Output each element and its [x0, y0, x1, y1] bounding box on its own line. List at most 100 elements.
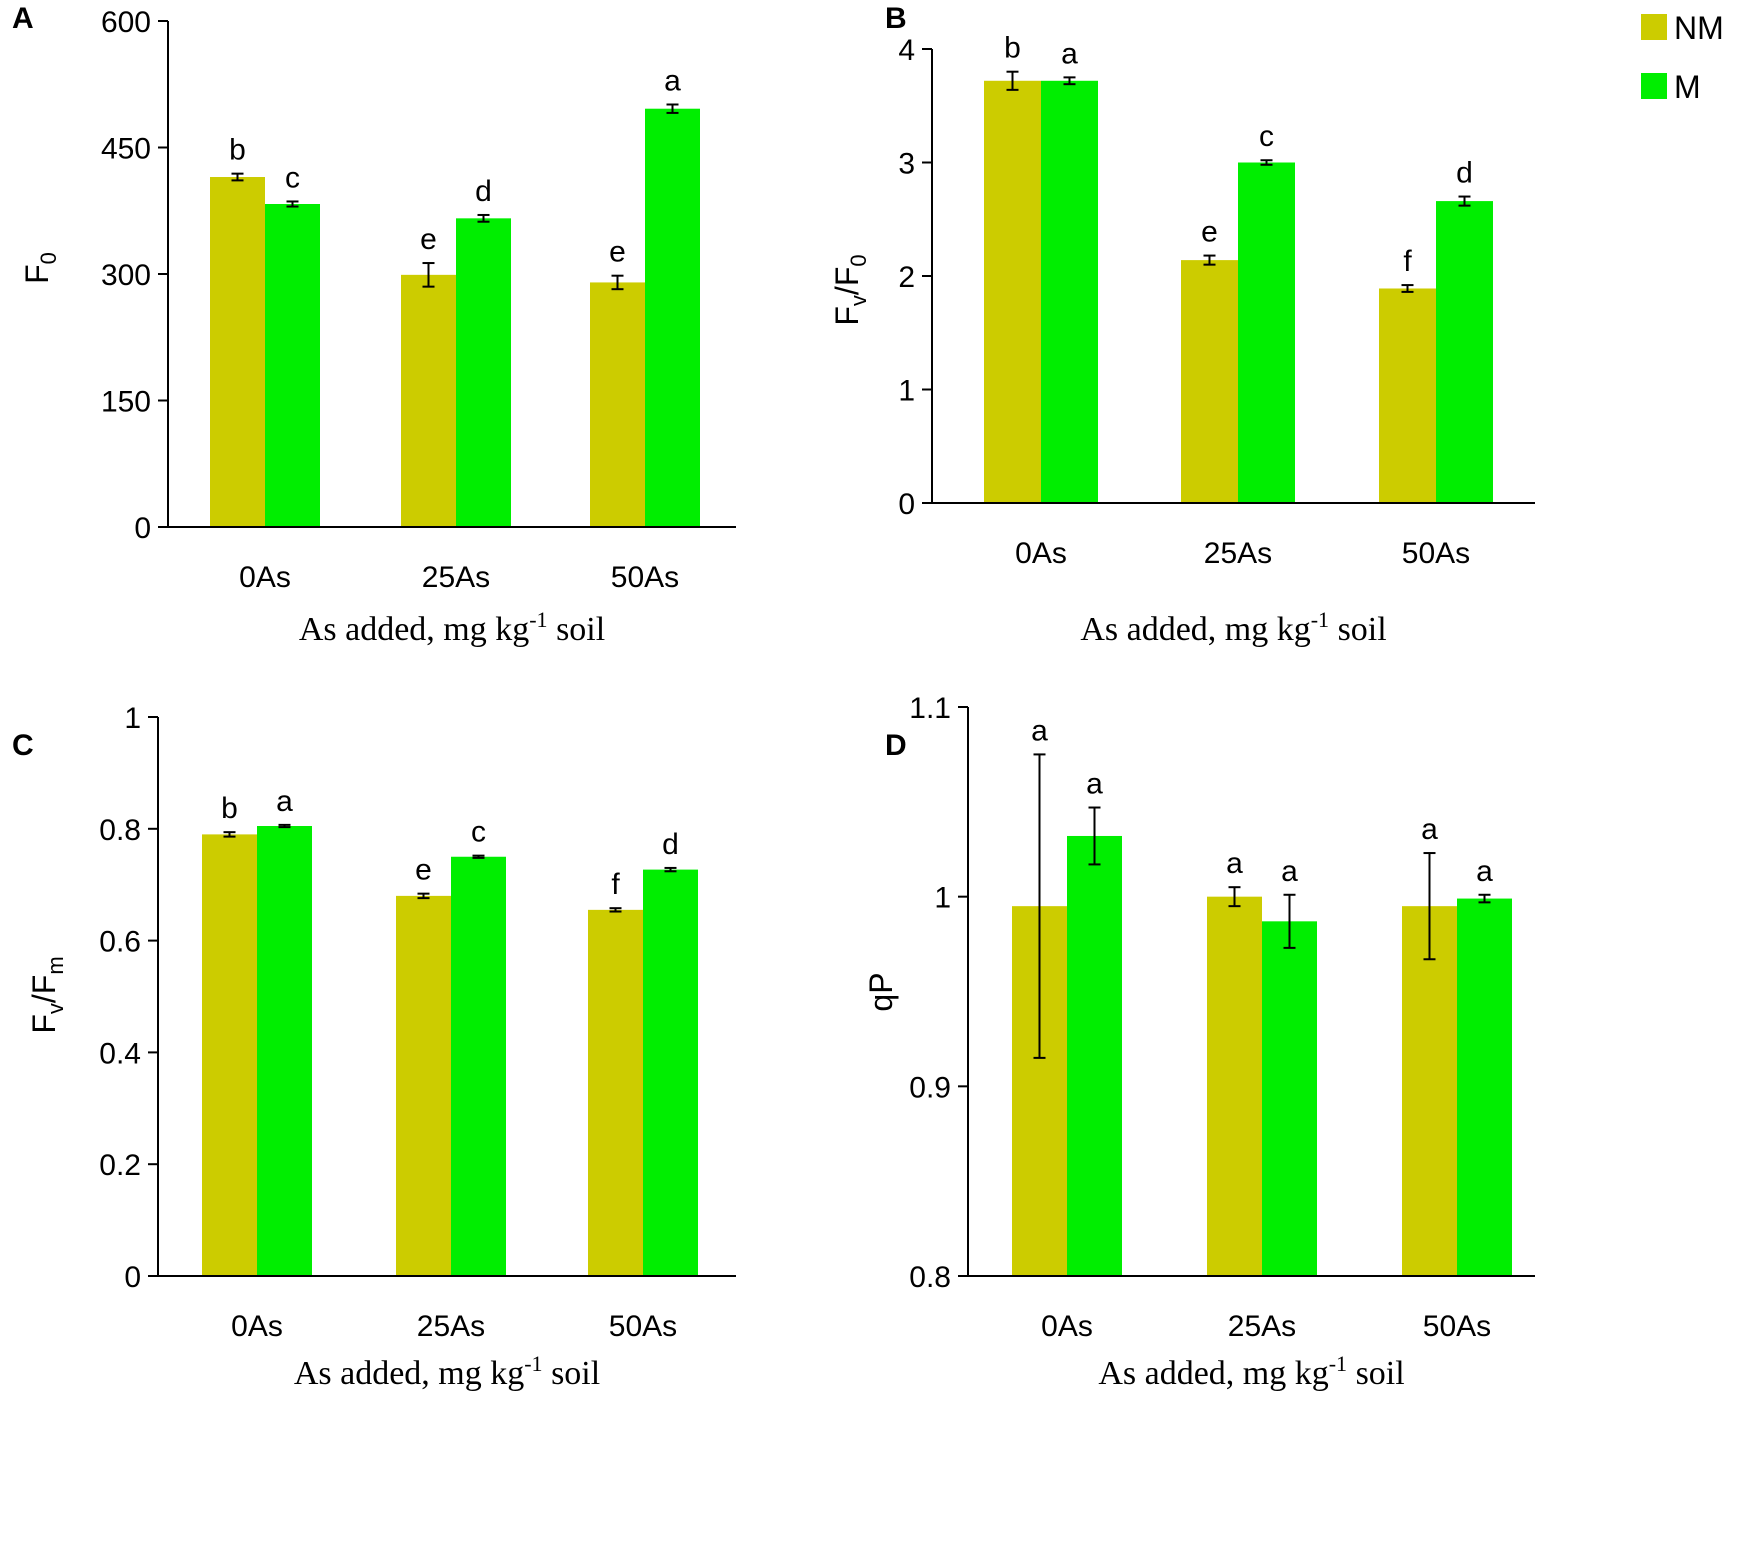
y-axis-title-sub: 0 — [36, 252, 61, 264]
panel-b: Bb e f a c d 0 1 2 3 4 0As 25As 50As As added, mg kg-1… — [829, 2, 1535, 648]
x-axis-title-main: As added, mg kg — [1098, 1355, 1328, 1392]
legend: NM M — [1641, 10, 1724, 105]
error-bar — [1006, 70, 1019, 91]
significance-letter: b — [221, 792, 238, 825]
bar-m-25as — [1238, 162, 1295, 503]
y-tick-label: 600 — [101, 6, 151, 39]
x-axis-title: As added, mg kg-1 soil — [294, 1351, 600, 1392]
panel-label: A — [12, 2, 34, 35]
y-tick-label: 0.6 — [99, 926, 141, 959]
y-tick-label: 0.9 — [909, 1071, 951, 1104]
significance-letter: c — [471, 816, 486, 849]
x-axis-title-main: As added, mg kg — [1080, 611, 1310, 648]
error-bar — [1401, 284, 1414, 293]
panel-label: C — [12, 729, 34, 762]
panel-label: B — [885, 2, 907, 35]
x-tick-label: 25As — [1204, 537, 1272, 570]
x-tick-label: 50As — [609, 1310, 677, 1343]
y-axis-title-sub: v — [846, 295, 871, 306]
significance-letter: c — [285, 161, 300, 194]
significance-letter: a — [1476, 855, 1493, 888]
y-axis-title-main: F — [19, 264, 55, 284]
legend-swatch-nm — [1641, 14, 1667, 40]
y-axis-title: qP — [863, 972, 899, 1011]
error-bar — [1228, 886, 1241, 908]
x-axis-title-sup: -1 — [524, 1351, 542, 1376]
x-axis-title-rest: soil — [548, 611, 606, 648]
bar-m-50as — [1457, 898, 1512, 1276]
significance-letter: a — [1061, 37, 1078, 70]
y-tick-label: 1 — [898, 375, 915, 408]
bar-nm-25as — [1207, 896, 1262, 1276]
error-bar — [417, 892, 430, 900]
bar-m-0as — [1067, 835, 1122, 1276]
error-bar — [1423, 852, 1436, 961]
bar-m-50as — [643, 869, 698, 1276]
error-bar — [1203, 254, 1216, 266]
y-axis-title-main: qP — [863, 972, 899, 1011]
y-tick-label: 2 — [898, 261, 915, 294]
significance-letter: d — [475, 175, 492, 208]
error-bar — [477, 213, 490, 223]
significance-letter: d — [662, 828, 679, 861]
significance-letter: a — [276, 785, 293, 818]
significance-letter: f — [611, 868, 620, 901]
legend-label-m: M — [1674, 69, 1701, 105]
bar-nm-0as — [202, 834, 257, 1276]
bar-nm-25as — [401, 274, 456, 527]
bar-m-25as — [456, 218, 511, 527]
panel-label: D — [885, 729, 907, 762]
y-tick-label: 0.4 — [99, 1037, 141, 1070]
bar-nm-0as — [984, 80, 1041, 503]
significance-letter: f — [1403, 245, 1412, 278]
y-tick-label: 4 — [898, 34, 915, 67]
y-axis-title-main: F — [829, 306, 865, 326]
panel-c: Cb e f a c d 0 0.2 0.4 0.6 0.8 1 0As 25As 50As As added… — [12, 702, 736, 1392]
bar-nm-50as — [1402, 906, 1457, 1276]
bar-nm-50as — [1379, 288, 1436, 503]
x-tick-label: 25As — [417, 1310, 485, 1343]
error-bar — [422, 262, 435, 288]
x-axis-title-sup: -1 — [1329, 1351, 1347, 1376]
y-tick-label: 3 — [898, 148, 915, 181]
x-tick-label: 50As — [1402, 537, 1470, 570]
y-axis-title-sub: v — [43, 1003, 68, 1014]
bar-m-25as — [1262, 921, 1317, 1276]
significance-letter: a — [1281, 855, 1298, 888]
x-axis-title-main: As added, mg kg — [294, 1355, 524, 1392]
error-bar — [278, 823, 291, 829]
error-bar — [223, 831, 236, 838]
bar-nm-50as — [590, 282, 645, 527]
y-axis-title-main: F — [26, 1014, 62, 1034]
x-axis-title-rest: soil — [1329, 611, 1387, 648]
error-bar — [609, 907, 622, 913]
significance-letter: a — [1421, 813, 1438, 846]
y-tick-label: 1.1 — [909, 692, 951, 725]
x-axis-title-rest: soil — [1347, 1355, 1405, 1392]
y-axis-title: F0 — [19, 252, 61, 284]
x-axis-title-rest: soil — [543, 1355, 601, 1392]
x-axis-title: As added, mg kg-1 soil — [1098, 1351, 1404, 1392]
bar-nm-25as — [396, 895, 451, 1276]
y-axis-title: Fv/Fm — [26, 956, 68, 1033]
bar-nm-25as — [1181, 260, 1238, 503]
significance-letter: b — [1004, 32, 1021, 65]
x-tick-label: 25As — [422, 561, 490, 594]
error-bar — [472, 854, 485, 859]
legend-label-nm: NM — [1674, 10, 1724, 46]
y-axis-title-mid: /F — [26, 975, 62, 1003]
x-axis-title-sup: -1 — [1311, 607, 1329, 632]
y-axis-title-sub: m — [43, 956, 68, 974]
x-axis-title-main: As added, mg kg — [299, 611, 529, 648]
error-bar — [1458, 195, 1471, 207]
significance-letter: e — [415, 854, 432, 887]
legend-swatch-m — [1641, 73, 1667, 99]
x-axis-title-sup: -1 — [529, 607, 547, 632]
y-tick-label: 1 — [934, 882, 951, 915]
x-tick-label: 0As — [1015, 537, 1067, 570]
significance-letter: c — [1259, 120, 1274, 153]
significance-letter: e — [420, 223, 437, 256]
y-axis-title-sub: 0 — [846, 254, 871, 266]
